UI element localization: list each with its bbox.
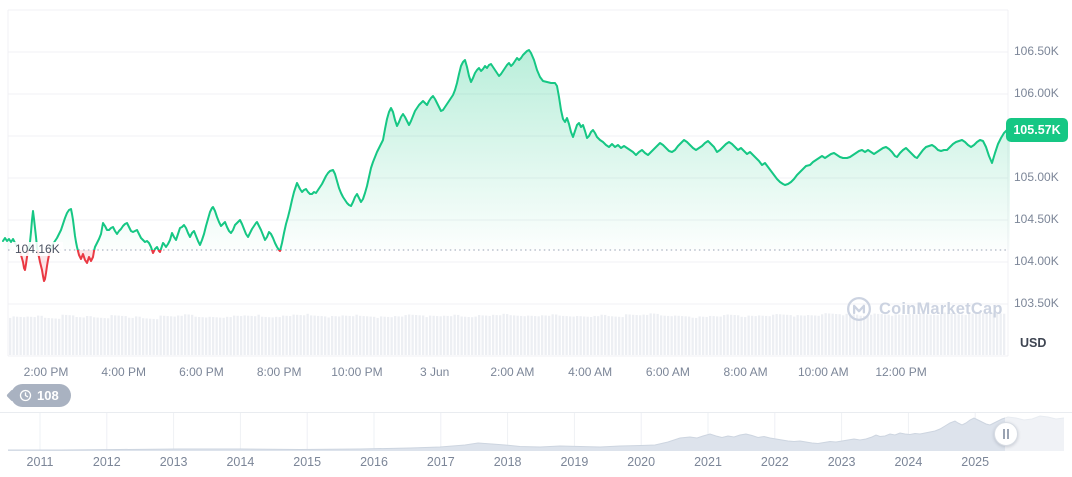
- year-axis-label: 2020: [627, 455, 656, 469]
- time-axis-label: 4:00 AM: [568, 365, 613, 379]
- time-axis-label: 2:00 PM: [23, 365, 69, 379]
- navigator-handle-grip-icon: [1007, 429, 1009, 439]
- price-area-fill: [3, 50, 1010, 281]
- year-axis-label: 2016: [360, 455, 388, 469]
- year-axis-label: 2019: [560, 455, 589, 469]
- year-axis-label: 2011: [26, 455, 54, 469]
- time-axis-label: 8:00 PM: [256, 365, 302, 379]
- history-count: 108: [37, 388, 59, 403]
- time-axis-label: 6:00 AM: [645, 365, 690, 379]
- year-axis-label: 2022: [760, 455, 789, 469]
- volume-bars: [9, 312, 1006, 356]
- year-axis-label: 2014: [226, 455, 255, 469]
- year-axis-label: 2018: [493, 455, 522, 469]
- range-navigator[interactable]: [0, 412, 1072, 454]
- clock-icon: [19, 389, 32, 402]
- price-axis-label: 103.50K: [1014, 296, 1059, 310]
- time-axis-label: 6:00 PM: [179, 365, 224, 379]
- navigator-handle[interactable]: [994, 422, 1018, 446]
- previous-close-label: 104.16K: [12, 242, 63, 256]
- price-axis-label: 106.00K: [1014, 86, 1059, 100]
- price-axis-label: 105.00K: [1014, 170, 1059, 184]
- year-axis-label: 2023: [827, 455, 856, 469]
- year-axis-label: 2025: [961, 455, 990, 469]
- year-axis-label: 2017: [426, 455, 455, 469]
- price-line: [2, 49, 1011, 282]
- time-axis-label: 3 Jun: [419, 365, 450, 379]
- year-axis-label: 2024: [894, 455, 923, 469]
- price-axis-label: 104.50K: [1014, 212, 1059, 226]
- time-axis-label: 10:00 AM: [797, 365, 849, 379]
- history-count-badge[interactable]: 108: [11, 384, 71, 407]
- navigator-history-area: [8, 415, 1065, 451]
- time-axis-label: 4:00 PM: [101, 365, 147, 379]
- year-axis-label: 2021: [694, 455, 722, 469]
- time-axis-label: 2:00 AM: [490, 365, 535, 379]
- year-axis-label: 2013: [159, 455, 188, 469]
- time-axis-label: 8:00 AM: [723, 365, 768, 379]
- main-price-chart-canvas[interactable]: [0, 0, 1072, 360]
- navigator-handle-grip-icon: [1003, 429, 1005, 439]
- price-axis-label: 104.00K: [1014, 254, 1059, 268]
- currency-unit-label: USD: [1020, 336, 1047, 350]
- year-axis-label: 2015: [293, 455, 322, 469]
- time-axis-label: 10:00 PM: [331, 365, 383, 379]
- current-price-badge: 105.57K: [1006, 118, 1068, 142]
- time-axis-label: 12:00 PM: [875, 365, 927, 379]
- price-axis-label: 106.50K: [1014, 44, 1059, 58]
- year-axis-label: 2012: [92, 455, 121, 469]
